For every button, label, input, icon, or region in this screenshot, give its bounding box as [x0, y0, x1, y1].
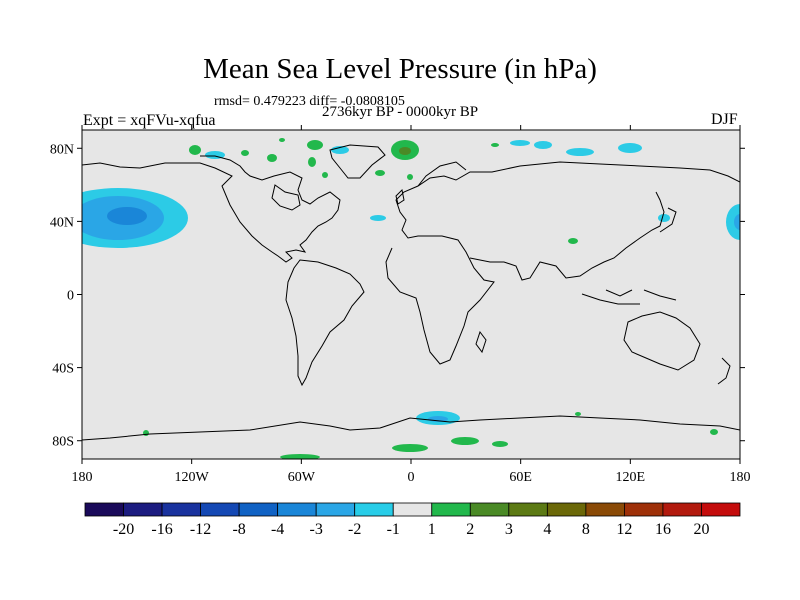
coast-africa-eurasia — [385, 161, 740, 365]
colorbar-swatch — [354, 502, 394, 517]
north-pacific-low-anomaly — [82, 188, 740, 248]
colorbar-label: 20 — [693, 521, 709, 538]
colorbar-swatch — [277, 502, 317, 517]
coast-scandinavia — [417, 161, 467, 187]
lon-tick-label: 0 — [408, 470, 415, 485]
longitude-ticks: 180 120W 60W 0 60E 120E 180 — [72, 125, 751, 485]
anomaly-fields — [82, 138, 740, 459]
antarctic-low-anomaly — [416, 411, 460, 425]
coast-hudson-bay — [271, 184, 301, 211]
lat-tick-label: 40N — [50, 215, 74, 230]
colorbar-swatch — [123, 502, 163, 517]
colorbar-label: 1 — [428, 521, 436, 538]
lat-tick-label: 80S — [52, 435, 74, 450]
colorbar-swatch — [238, 502, 279, 517]
coast-north-america — [82, 155, 341, 263]
latitude-ticks: 80N 40N 0 40S 80S — [50, 142, 745, 450]
lon-tick-label: 120W — [175, 470, 210, 485]
colorbar-swatch — [469, 502, 510, 517]
colorbar-swatch — [701, 502, 741, 517]
period-label: 2736kyr BP - 0000kyr BP — [322, 104, 479, 120]
coast-antarctica — [82, 415, 740, 441]
colorbar-label: -12 — [190, 521, 211, 538]
colorbar-swatch — [508, 502, 548, 517]
colorbar-label: 4 — [543, 521, 551, 538]
colorbar-swatch — [200, 502, 240, 517]
lon-tick-label: 60E — [509, 470, 532, 485]
coast-uk — [395, 188, 405, 205]
coast-australia — [623, 311, 701, 371]
season-label: DJF — [711, 111, 738, 128]
colorbar: -20 -16 -12 -8 -4 -3 -2 -1 1 2 3 4 8 12 16 20 — [84, 502, 741, 538]
positive-patches — [143, 138, 718, 459]
colorbar-label: -20 — [113, 521, 134, 538]
map-background — [82, 130, 740, 459]
colorbar-swatch — [392, 502, 433, 517]
lon-tick-label: 60W — [288, 470, 316, 485]
lat-tick-label: 0 — [67, 289, 74, 304]
colorbar-swatch — [585, 502, 625, 517]
coastlines — [82, 144, 740, 441]
experiment-label: Expt = xqFVu-xqfua — [83, 112, 216, 129]
colorbar-label: 16 — [655, 521, 671, 538]
colorbar-swatch — [624, 502, 664, 517]
colorbar-swatch — [431, 502, 471, 517]
colorbar-label: 12 — [616, 521, 632, 538]
coast-japan — [659, 207, 677, 233]
colorbar-swatch — [84, 502, 124, 517]
coast-greenland — [329, 144, 386, 179]
lon-tick-label: 180 — [730, 470, 751, 485]
colorbar-label: -8 — [232, 521, 245, 538]
colorbar-swatch — [161, 502, 201, 517]
colorbar-label: -1 — [387, 521, 400, 538]
rmsd-diff-stats: rmsd= 0.479223 diff= -0.0808105 — [214, 94, 405, 109]
colorbar-label: -4 — [271, 521, 284, 538]
lon-tick-label: 180 — [72, 470, 93, 485]
coast-indonesia — [581, 289, 677, 305]
colorbar-swatch — [315, 502, 356, 517]
colorbar-swatch — [662, 502, 702, 517]
plot-title: Mean Sea Level Pressure (in hPa) — [203, 53, 597, 85]
colorbar-label: -2 — [348, 521, 361, 538]
coast-southern-asia — [469, 191, 665, 281]
colorbar-label: 3 — [505, 521, 513, 538]
coast-new-zealand — [717, 357, 731, 385]
coast-madagascar — [475, 330, 487, 354]
coast-south-america — [285, 259, 365, 387]
lat-tick-label: 80N — [50, 142, 74, 157]
colorbar-label: -3 — [310, 521, 323, 538]
colorbar-swatch — [546, 502, 587, 517]
minor-negative-patches — [205, 140, 670, 222]
lat-tick-label: 40S — [52, 362, 74, 377]
colorbar-label: -16 — [151, 521, 172, 538]
colorbar-label: 8 — [582, 521, 590, 538]
lon-tick-label: 120E — [616, 470, 646, 485]
colorbar-label: 2 — [466, 521, 474, 538]
